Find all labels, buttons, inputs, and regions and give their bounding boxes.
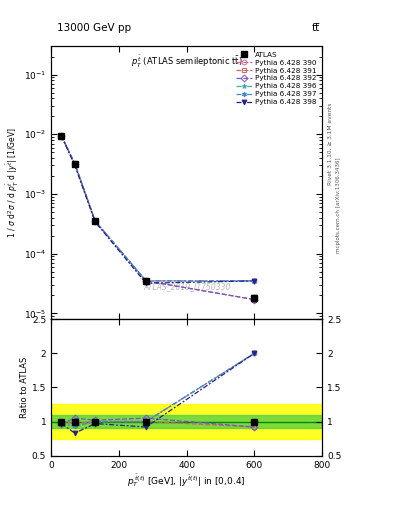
Text: mcplots.cern.ch [arXiv:1306.3436]: mcplots.cern.ch [arXiv:1306.3436] bbox=[336, 157, 341, 252]
Text: $p_T^{\,\bar{t}}$ (ATLAS semileptonic t$\bar{\mathrm{t}}$): $p_T^{\,\bar{t}}$ (ATLAS semileptonic t$… bbox=[131, 54, 242, 71]
Text: ATLAS_2019_I1750330: ATLAS_2019_I1750330 bbox=[143, 282, 230, 291]
Text: Rivet 3.1.10, ≥ 3.1M events: Rivet 3.1.10, ≥ 3.1M events bbox=[328, 102, 333, 184]
Y-axis label: 1 / $\sigma$ d$^2\sigma$ / d $p_T^{\bar{t}}$ d $|y^{\bar{t}}|$ [1/GeV]: 1 / $\sigma$ d$^2\sigma$ / d $p_T^{\bar{… bbox=[5, 127, 21, 238]
Bar bbox=[51, 415, 322, 429]
Legend: ATLAS, Pythia 6.428 390, Pythia 6.428 391, Pythia 6.428 392, Pythia 6.428 396, P: ATLAS, Pythia 6.428 390, Pythia 6.428 39… bbox=[234, 50, 319, 107]
Text: 13000 GeV pp: 13000 GeV pp bbox=[57, 23, 131, 33]
Y-axis label: Ratio to ATLAS: Ratio to ATLAS bbox=[20, 357, 29, 418]
X-axis label: $p_T^{\,\bar{t}(t)}$ [GeV], $|y^{\bar{t}(t)}|$ in [0,0.4]: $p_T^{\,\bar{t}(t)}$ [GeV], $|y^{\bar{t}… bbox=[127, 472, 246, 489]
Text: tt̅: tt̅ bbox=[312, 23, 320, 33]
Bar bbox=[51, 404, 322, 439]
